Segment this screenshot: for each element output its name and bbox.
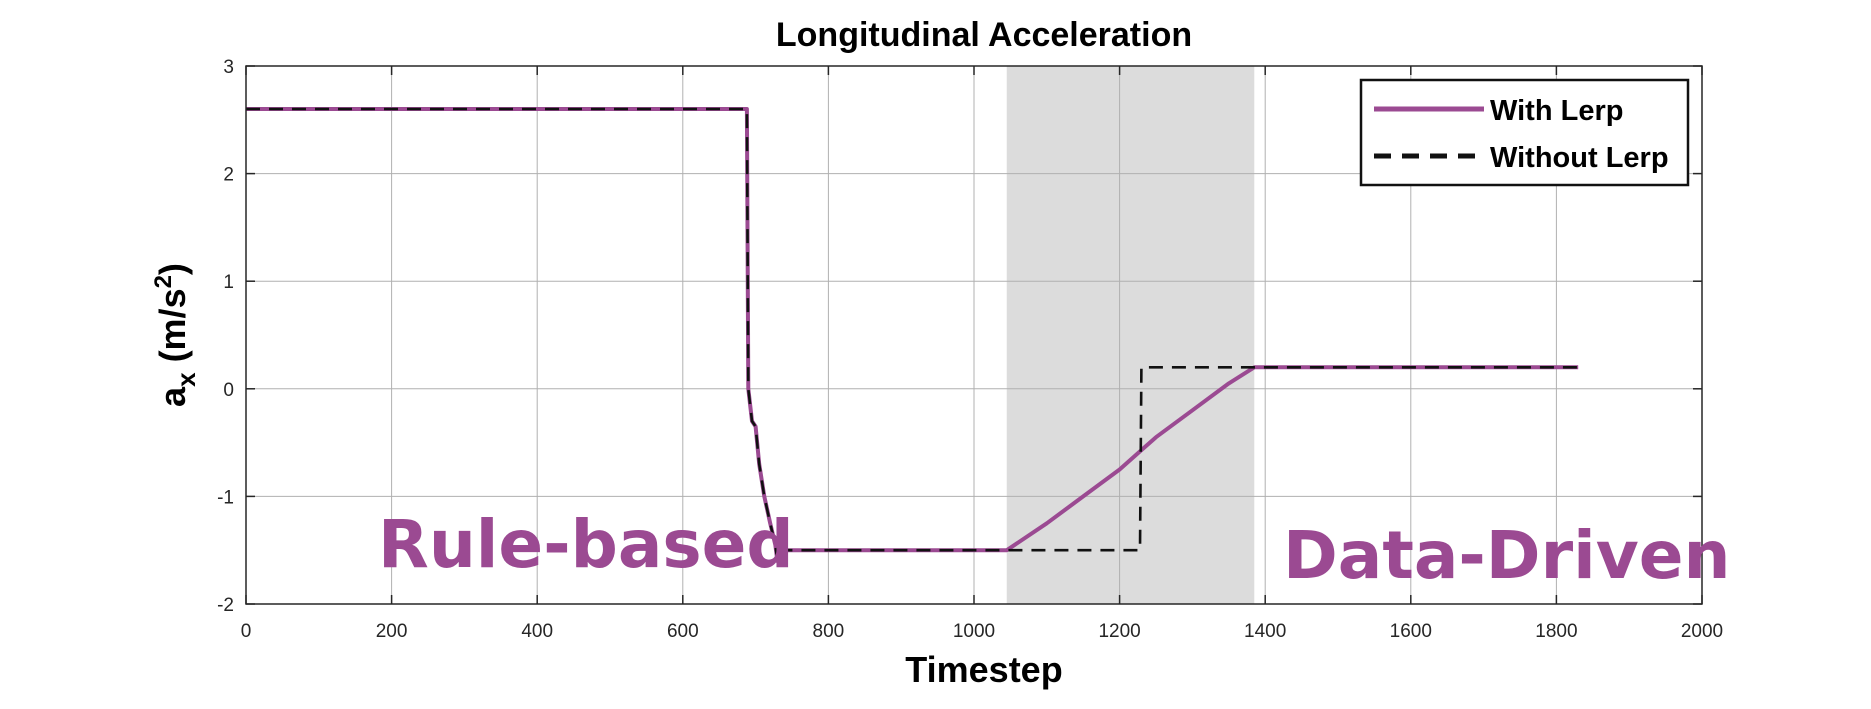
legend-label-without-lerp: Without Lerp	[1490, 142, 1669, 174]
annotation-data-driven: Data-Driven	[1283, 517, 1731, 594]
annotation-rule-based: Rule-based	[378, 506, 794, 583]
y-axis-label-unit-open: (m/s	[152, 288, 193, 372]
x-tick-label: 1800	[1535, 621, 1577, 642]
y-axis-label-unit-sup: 2	[150, 275, 177, 288]
x-tick-label: 2000	[1681, 621, 1723, 642]
y-axis-label-sub: x	[171, 372, 201, 387]
x-tick-label: 200	[376, 621, 408, 642]
x-tick-label: 1600	[1390, 621, 1432, 642]
y-tick-label: 3	[223, 57, 234, 78]
legend-label-with-lerp: With Lerp	[1490, 95, 1623, 127]
x-tick-label: 800	[813, 621, 845, 642]
y-tick-label: 1	[223, 272, 234, 293]
x-tick-label: 0	[241, 621, 252, 642]
y-tick-label: -2	[217, 595, 234, 616]
x-tick-label: 600	[667, 621, 699, 642]
y-tick-label: -1	[217, 487, 234, 508]
x-tick-label: 400	[521, 621, 553, 642]
series-line-without-lerp	[246, 107, 1579, 563]
x-axis-label: Timestep	[905, 649, 1062, 690]
y-tick-label: 0	[223, 380, 234, 401]
x-tick-label: 1400	[1244, 621, 1286, 642]
series-layer	[246, 107, 1579, 563]
legend: With Lerp Without Lerp	[1359, 78, 1690, 187]
y-tick-label: 2	[223, 165, 234, 186]
x-tick-label: 1200	[1098, 621, 1140, 642]
y-axis-label: ax (m/s2)	[150, 263, 201, 407]
tick-marks	[245, 65, 1703, 605]
x-tick-label: 1000	[953, 621, 995, 642]
y-axis-label-unit-close: )	[152, 263, 193, 275]
tick-labels: 0 200 400 600 800 1000 1200 1400 1600 1800 2000 -2 -…	[217, 57, 1723, 642]
y-axis-label-main: a	[152, 386, 193, 407]
shaded-region	[1006, 66, 1255, 604]
chart-title: Longitudinal Acceleration	[776, 16, 1192, 54]
legend-box	[1359, 78, 1690, 187]
